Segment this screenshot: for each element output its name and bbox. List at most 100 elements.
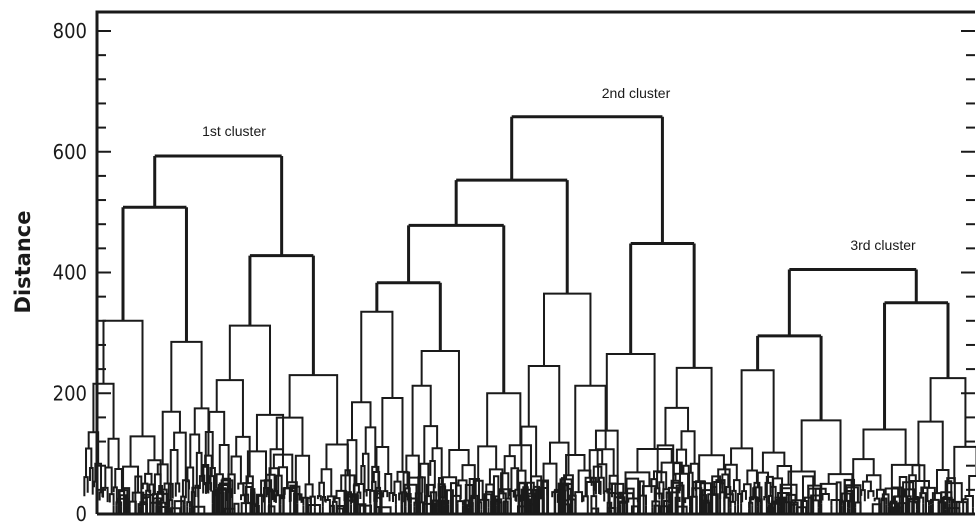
dendrogram-link <box>275 474 283 500</box>
dendrogram-link <box>169 448 179 484</box>
dendrogram-link <box>321 495 327 507</box>
dendrogram-link <box>88 467 94 495</box>
dendrogram-link <box>968 474 976 496</box>
dendrogram-link <box>83 476 89 497</box>
dendrogram-link <box>423 425 439 464</box>
dendrogram-link <box>271 489 278 501</box>
dendrogram-link <box>215 379 244 437</box>
cluster-merge-1st <box>153 154 284 256</box>
leaf-link <box>134 475 143 514</box>
dendrogram-link <box>246 450 268 484</box>
dendrogram-link <box>375 445 390 474</box>
dendrogram-link <box>161 410 181 465</box>
y-tick-label: 200 <box>53 381 87 405</box>
leaf-link <box>156 492 169 514</box>
leaf-link <box>890 486 903 514</box>
leaf-link <box>329 504 335 514</box>
dendrogram-link <box>680 430 696 464</box>
dendrogram-link <box>275 416 304 456</box>
dendrogram-link <box>477 445 498 481</box>
dendrogram-link <box>344 469 351 493</box>
leaf-link <box>908 498 921 514</box>
dendrogram-link <box>384 472 393 494</box>
leaf-link <box>353 483 365 514</box>
dendrogram-link <box>588 449 604 478</box>
dendrogram-link <box>675 448 688 466</box>
dendrogram-link <box>741 490 747 503</box>
leaf-link <box>407 476 421 514</box>
leaf-link <box>250 488 256 514</box>
dendrogram-link <box>800 419 842 475</box>
dendrogram-link <box>420 349 460 451</box>
dendrogram-link <box>743 483 752 503</box>
leaf-link <box>590 507 600 514</box>
dendrogram-link <box>624 471 651 494</box>
dendrogram-link <box>660 461 683 474</box>
dendrogram-link <box>332 497 341 509</box>
dendrogram-link <box>944 480 953 500</box>
dendrogram-link <box>209 467 216 494</box>
dendrogram-link <box>594 480 602 495</box>
dendrogram-link <box>114 468 123 492</box>
dendrogram-link <box>268 467 280 496</box>
dendrogram-link <box>852 458 875 486</box>
leaf-link <box>223 507 236 514</box>
dendrogram-link <box>405 454 420 494</box>
dendrogram-link <box>935 469 950 494</box>
leaf-link <box>445 489 454 514</box>
leaf-link <box>192 505 206 514</box>
dendrogram-link <box>917 420 944 471</box>
leaf-link <box>191 486 200 514</box>
dendrogram-link <box>189 433 201 468</box>
dendrogram-link <box>419 462 430 497</box>
dendrogram-link <box>865 474 882 490</box>
leaf-link <box>152 497 162 514</box>
leaf-link <box>145 489 152 514</box>
dendrogram-link <box>597 463 608 492</box>
dendrogram-link <box>880 499 886 508</box>
leaf-link <box>221 477 232 514</box>
dendrogram-link <box>153 473 162 495</box>
leaf-link <box>267 505 276 514</box>
dendrogram-link <box>184 480 191 499</box>
dendrogram-link <box>883 301 950 430</box>
dendrogram-link <box>148 483 155 497</box>
dendrogram-link <box>371 480 377 502</box>
leaf-link <box>654 492 663 514</box>
dendrogram-link <box>265 473 276 491</box>
dendrogram-link <box>730 447 754 471</box>
dendrogram-link <box>729 500 737 508</box>
leaf-link <box>835 481 842 514</box>
y-tick-label: 800 <box>53 19 87 43</box>
dendrogram-link <box>594 429 619 484</box>
dendrogram-link <box>431 447 443 485</box>
dendrogram-link <box>218 444 230 490</box>
dendrogram-link <box>962 498 969 507</box>
dendrogram-link <box>584 476 595 497</box>
dendrogram-link <box>574 491 584 503</box>
dendrogram-link <box>543 292 592 386</box>
dendrogram-link <box>698 454 725 483</box>
dendrogram-link <box>508 444 532 490</box>
dendrogram-link <box>549 441 570 476</box>
leaf-link <box>244 485 254 514</box>
dendrogram-link <box>102 319 144 437</box>
dendrogram-link <box>170 340 203 412</box>
dendrogram-link <box>713 481 724 495</box>
dendrogram-link <box>582 495 589 504</box>
dendrogram-link <box>629 242 696 368</box>
dendrogram-link <box>565 454 586 480</box>
dendrogram-link <box>551 491 562 500</box>
leaf-link <box>770 500 784 514</box>
dendrogram-link <box>527 364 561 443</box>
dendrogram-link <box>516 469 527 490</box>
leaf-link <box>671 481 684 514</box>
dendrogram-link <box>269 448 284 475</box>
dendrogram-link <box>195 451 203 486</box>
dendrogram-link <box>372 470 381 492</box>
dendrogram-link <box>488 468 504 494</box>
dendrogram-link <box>725 485 732 502</box>
dendrogram-link <box>911 464 926 488</box>
leaf-link <box>779 487 793 514</box>
dendrogram-link <box>688 471 694 496</box>
